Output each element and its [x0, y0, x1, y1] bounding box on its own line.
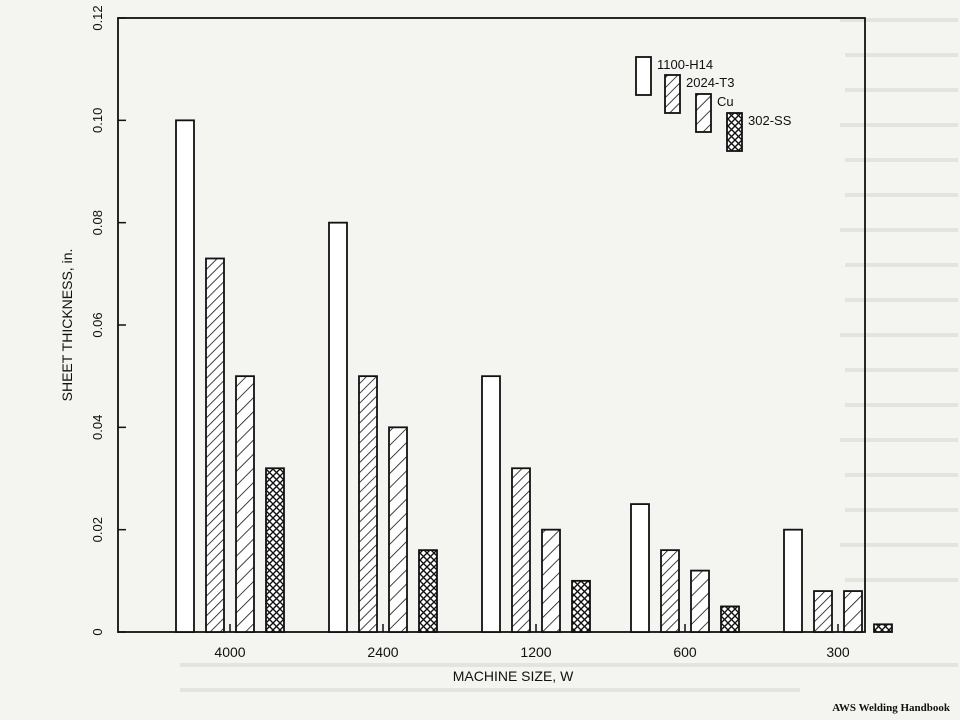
bar-302-ss-4000 — [265, 467, 285, 633]
bar-1100-h14-2400 — [328, 221, 348, 633]
legend-swatch-2024-t3 — [664, 74, 681, 114]
bar-2024-t3-1200 — [511, 467, 531, 633]
bar-302-ss-2400 — [418, 549, 438, 633]
bar-1100-h14-600 — [630, 503, 650, 633]
x-axis-title: MACHINE SIZE, W — [453, 668, 574, 684]
y-tick-label: 0.12 — [90, 5, 105, 30]
y-tick-label: 0.06 — [90, 312, 105, 337]
x-tick-label: 300 — [826, 644, 850, 660]
bar-1100-h14-300 — [783, 528, 803, 633]
bar-2024-t3-2400 — [358, 375, 378, 633]
bar-cu-2400 — [388, 426, 408, 633]
legend-label: 1100-H14 — [657, 57, 713, 72]
legend-label: Cu — [717, 94, 734, 109]
bar-302-ss-1200 — [571, 579, 591, 633]
y-tick-label: 0.08 — [90, 210, 105, 235]
y-tick-label: 0.10 — [90, 108, 105, 133]
bar-302-ss-600 — [720, 605, 740, 633]
legend-swatch-1100-h14 — [635, 56, 652, 96]
legend-label: 302-SS — [748, 113, 792, 128]
y-tick-label: 0.04 — [90, 415, 105, 440]
y-tick-label: 0 — [90, 628, 105, 635]
bar-1100-h14-4000 — [175, 119, 195, 633]
legend-swatch-cu — [695, 93, 712, 133]
bar-cu-600 — [690, 569, 710, 633]
bar-1100-h14-1200 — [481, 375, 501, 633]
x-tick-label: 4000 — [214, 644, 245, 660]
bar-2024-t3-4000 — [205, 257, 225, 633]
x-tick-label: 600 — [673, 644, 697, 660]
bar-cu-1200 — [541, 528, 561, 633]
x-tick-label: 2400 — [367, 644, 398, 660]
legend-label: 2024-T3 — [686, 75, 734, 90]
y-axis-title: SHEET THICKNESS, in. — [59, 249, 75, 402]
y-tick-label: 0.02 — [90, 517, 105, 542]
x-tick-label: 1200 — [520, 644, 551, 660]
bar-2024-t3-600 — [660, 549, 680, 633]
legend-swatch-302-ss — [726, 112, 743, 152]
bar-2024-t3-300 — [813, 590, 833, 633]
bar-cu-4000 — [235, 375, 255, 633]
source-credit: AWS Welding Handbook — [832, 702, 950, 714]
bar-302-ss-300 — [873, 623, 893, 633]
bar-cu-300 — [843, 590, 863, 633]
